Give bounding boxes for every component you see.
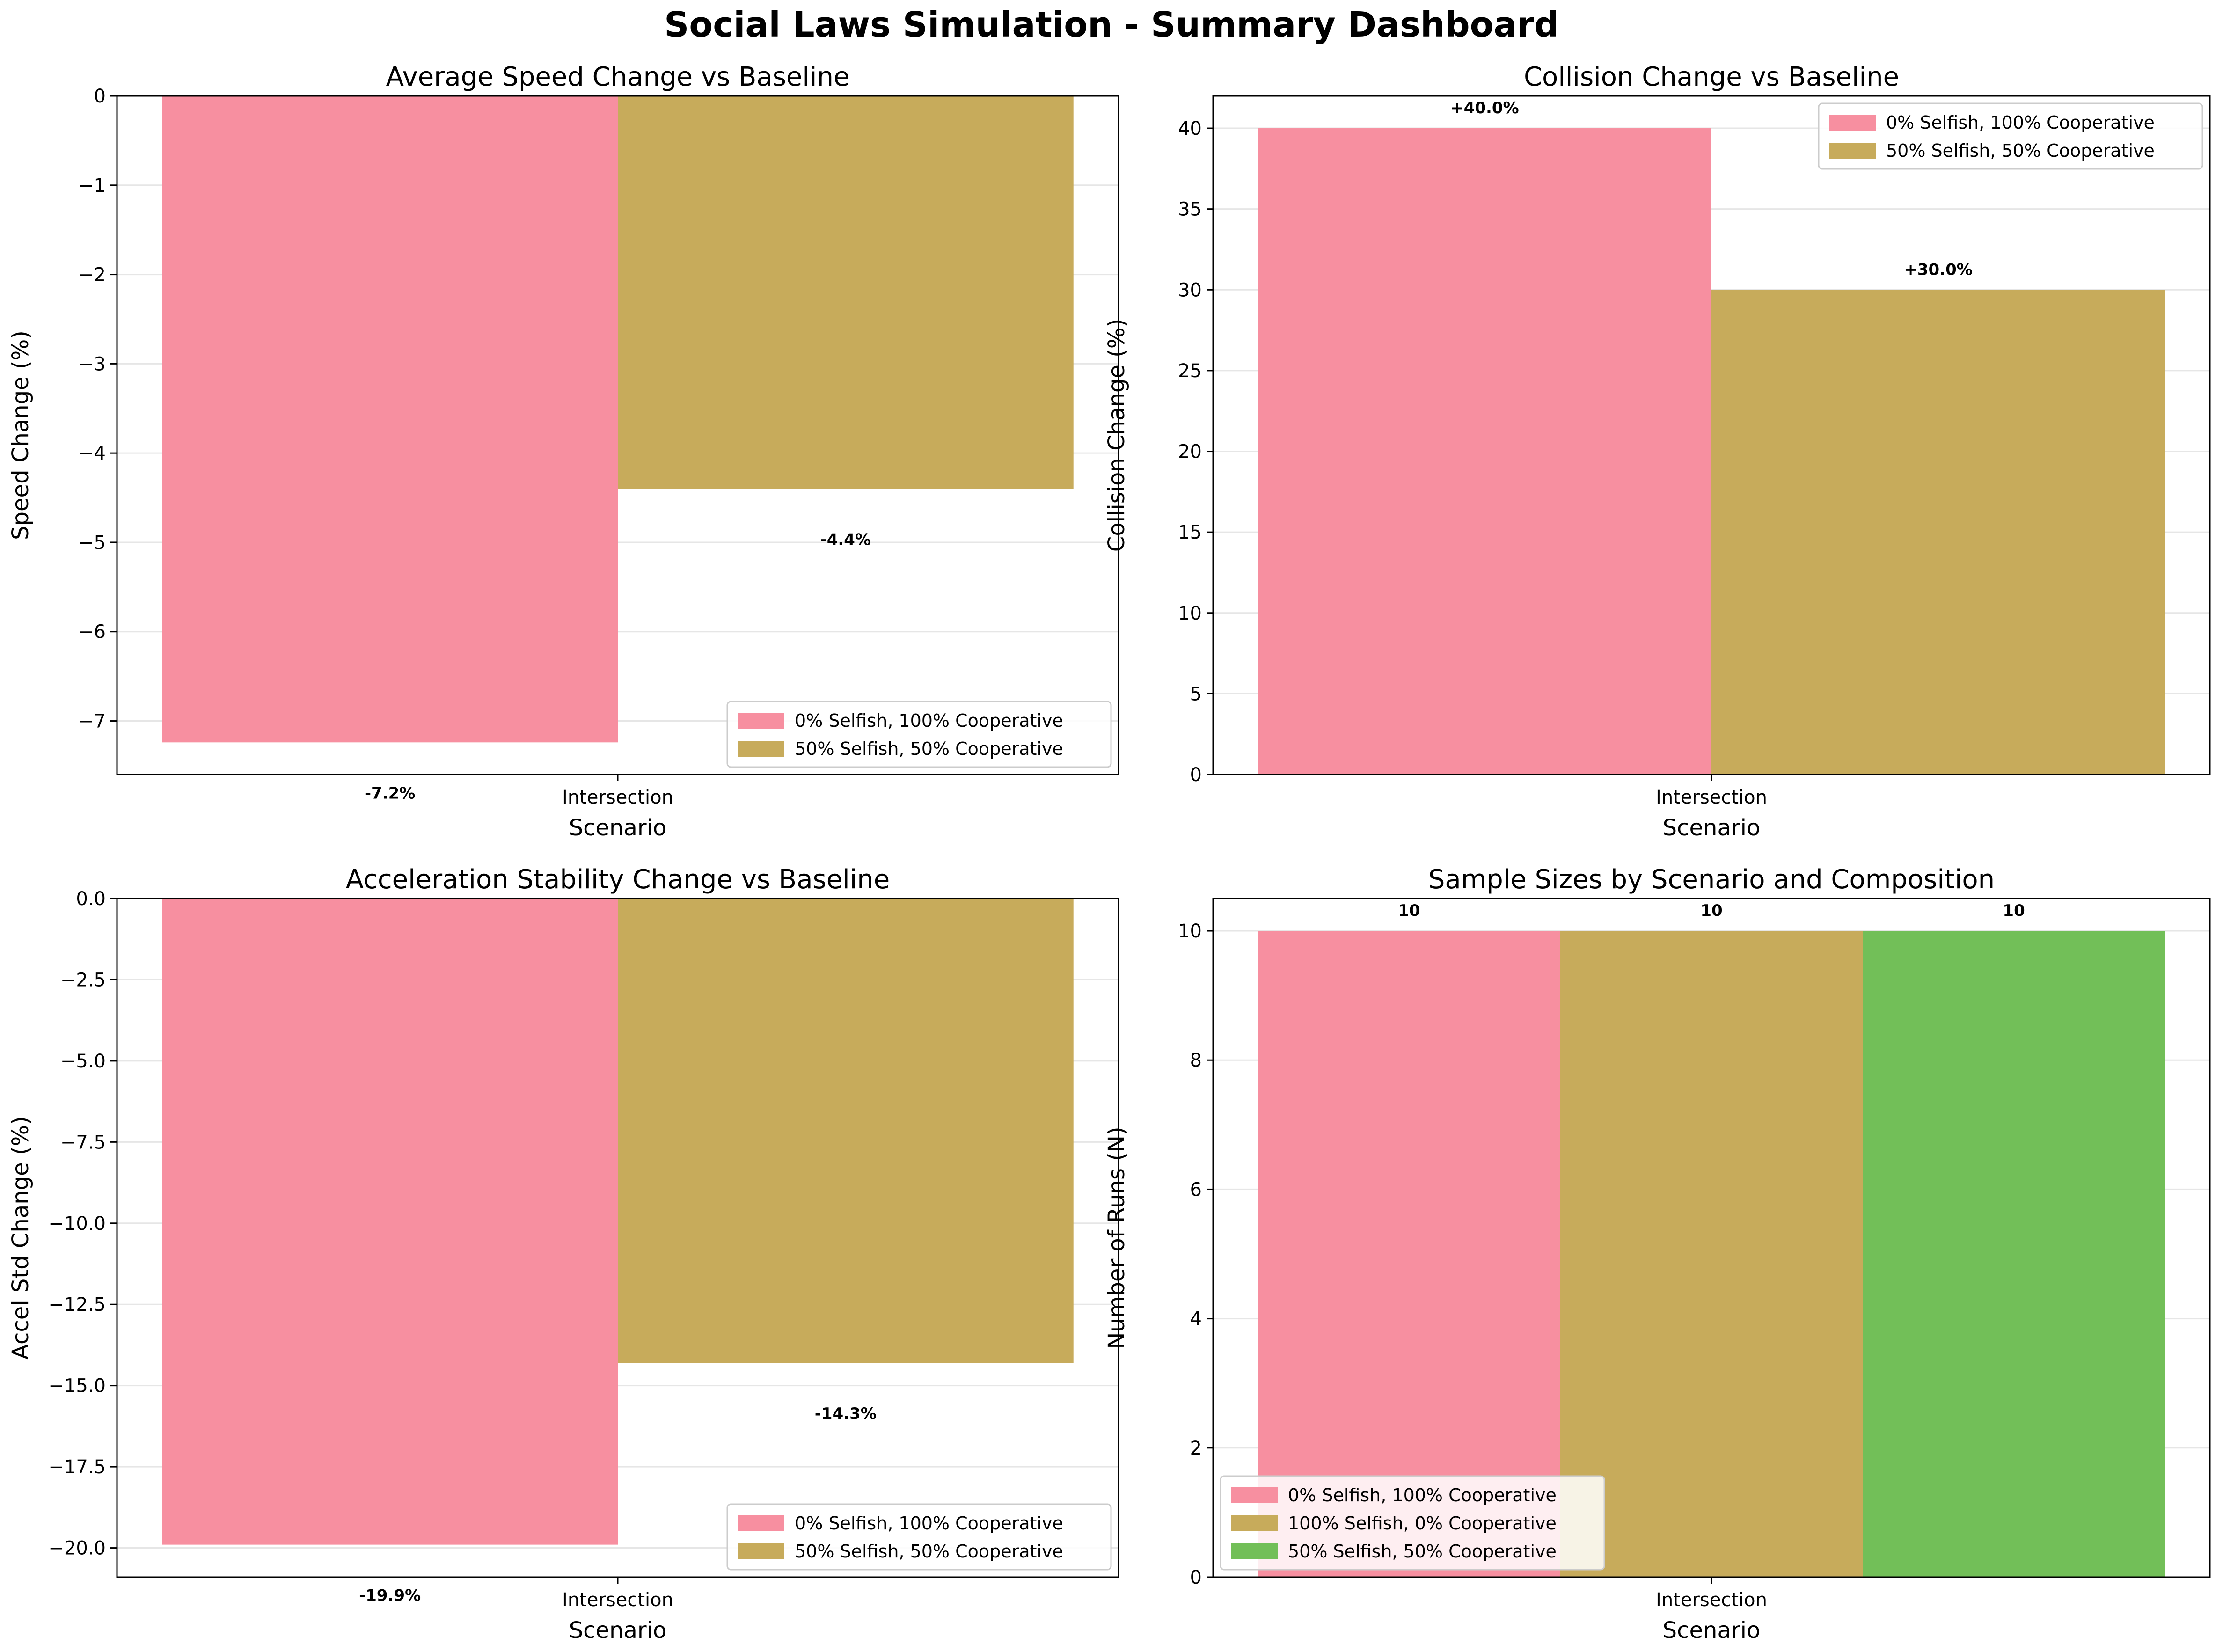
legend: 0% Selfish, 100% Cooperative 50% Selfish,…	[726, 701, 1112, 768]
chart-panel-speed: Average Speed Change vs Baseline 0 −1 −2 −3 −…	[7, 62, 1119, 841]
y-tick-label: 0	[1190, 1567, 1202, 1588]
bar-2	[1560, 931, 1863, 1577]
legend-swatch	[1231, 1487, 1278, 1503]
legend-box	[1220, 1475, 1605, 1571]
legend-label: 0% Selfish, 100% Cooperative	[795, 710, 1063, 731]
y-tick-label: −5.0	[60, 1051, 106, 1072]
legend: 0% Selfish, 100% Cooperative 100% Selfish…	[1220, 1475, 1605, 1571]
legend-swatch	[1231, 1543, 1278, 1559]
data-label: -19.9%	[359, 1586, 421, 1605]
bar-2	[1711, 290, 2165, 775]
chart-title: Average Speed Change vs Baseline	[386, 62, 850, 92]
y-tick-label: 4	[1190, 1308, 1202, 1330]
legend-label: 50% Selfish, 50% Cooperative	[1886, 140, 2155, 161]
bar-1	[162, 96, 618, 743]
bar-2	[618, 96, 1074, 489]
legend-label: 50% Selfish, 50% Cooperative	[795, 738, 1063, 759]
y-tick-label: −6	[78, 621, 106, 643]
y-tick-label: 0	[1190, 764, 1202, 786]
y-tick-label: −10.0	[48, 1213, 106, 1235]
y-axis-label: Accel Std Change (%)	[7, 1116, 34, 1360]
data-label: 10	[2003, 901, 2025, 920]
y-tick-label: −4	[78, 443, 106, 464]
bar-3	[1863, 931, 2165, 1577]
legend-swatch	[738, 713, 784, 729]
x-tick-label: Intersection	[1656, 1589, 1767, 1611]
legend-swatch	[1829, 143, 1876, 159]
y-tick-label: 20	[1178, 441, 1202, 463]
legend: 0% Selfish, 100% Cooperative 50% Selfish,…	[1818, 102, 2203, 170]
y-tick-label: −17.5	[48, 1456, 106, 1478]
y-tick-label: 0.0	[76, 888, 106, 910]
y-tick-label: 10	[1178, 603, 1202, 624]
data-label: -7.2%	[365, 784, 415, 803]
y-tick-label: 35	[1178, 199, 1202, 220]
bar-2	[618, 899, 1074, 1363]
chart-panel-samples: Sample Sizes by Scenario and Composition…	[1104, 864, 2211, 1644]
data-label: +40.0%	[1450, 99, 1519, 117]
x-tick-label: Intersection	[1656, 787, 1767, 808]
y-tick-label: 0	[94, 86, 106, 107]
y-tick-label: 5	[1190, 683, 1202, 705]
y-tick-label: −20.0	[48, 1538, 106, 1559]
y-tick-label: −7	[78, 711, 106, 732]
legend-swatch	[1829, 115, 1876, 131]
y-axis-label: Speed Change (%)	[7, 330, 34, 540]
y-tick-label: −7.5	[60, 1132, 106, 1153]
data-label: 10	[1700, 901, 1722, 920]
legend-label: 50% Selfish, 50% Cooperative	[795, 1541, 1063, 1562]
y-tick-label: 30	[1178, 279, 1202, 301]
y-tick-label: 10	[1178, 921, 1202, 942]
bar-1	[162, 899, 618, 1545]
legend-label: 0% Selfish, 100% Cooperative	[1886, 112, 2155, 133]
dashboard-title: Social Laws Simulation - Summary Dashboa…	[664, 5, 1559, 45]
legend-swatch	[738, 1543, 784, 1559]
y-tick-label: −2.5	[60, 969, 106, 991]
y-tick-label: −12.5	[48, 1294, 106, 1316]
x-axis-label: Scenario	[1663, 815, 1761, 841]
chart-title: Acceleration Stability Change vs Baselin…	[346, 864, 890, 895]
y-tick-label: 25	[1178, 360, 1202, 382]
legend-label: 0% Selfish, 100% Cooperative	[1288, 1485, 1557, 1506]
legend-swatch	[738, 741, 784, 757]
data-label: -4.4%	[820, 530, 871, 549]
y-tick-label: −1	[78, 175, 106, 197]
y-tick-label: 15	[1178, 522, 1202, 543]
legend-box	[726, 701, 1112, 768]
legend-box	[726, 1503, 1112, 1571]
data-label: +30.0%	[1904, 260, 1972, 279]
chart-panel-collision: Collision Change vs Baseline 0 5 10 15 20 25 30…	[1104, 62, 2211, 841]
x-axis-label: Scenario	[569, 1617, 667, 1644]
chart-title: Collision Change vs Baseline	[1524, 62, 1899, 92]
x-tick-label: Intersection	[562, 1589, 673, 1611]
legend-label: 0% Selfish, 100% Cooperative	[795, 1513, 1063, 1534]
y-axis-label: Number of Runs (N)	[1104, 1126, 1130, 1349]
y-tick-label: −2	[78, 264, 106, 286]
y-tick-label: 6	[1190, 1179, 1202, 1200]
legend: 0% Selfish, 100% Cooperative 50% Selfish,…	[726, 1503, 1112, 1571]
data-label: -14.3%	[815, 1404, 877, 1423]
y-tick-label: 8	[1190, 1050, 1202, 1071]
y-tick-label: −5	[78, 532, 106, 554]
y-tick-label: −15.0	[48, 1375, 106, 1397]
y-tick-label: 40	[1178, 118, 1202, 139]
y-tick-label: −3	[78, 353, 106, 375]
y-axis-label: Collision Change (%)	[1104, 319, 1130, 552]
bar-1	[1258, 128, 1711, 775]
x-tick-label: Intersection	[562, 787, 673, 808]
legend-label: 50% Selfish, 50% Cooperative	[1288, 1541, 1557, 1562]
x-axis-label: Scenario	[1663, 1617, 1761, 1644]
legend-label: 100% Selfish, 0% Cooperative	[1288, 1513, 1557, 1534]
chart-panel-accel: Acceleration Stability Change vs Baselin…	[7, 864, 1119, 1644]
x-axis-label: Scenario	[569, 815, 667, 841]
bar-1	[1258, 931, 1560, 1577]
data-label: 10	[1398, 901, 1420, 920]
y-tick-label: 2	[1190, 1438, 1202, 1459]
legend-swatch	[738, 1515, 784, 1531]
legend-swatch	[1231, 1515, 1278, 1531]
chart-title: Sample Sizes by Scenario and Composition	[1428, 864, 1995, 895]
legend-box	[1818, 102, 2203, 170]
